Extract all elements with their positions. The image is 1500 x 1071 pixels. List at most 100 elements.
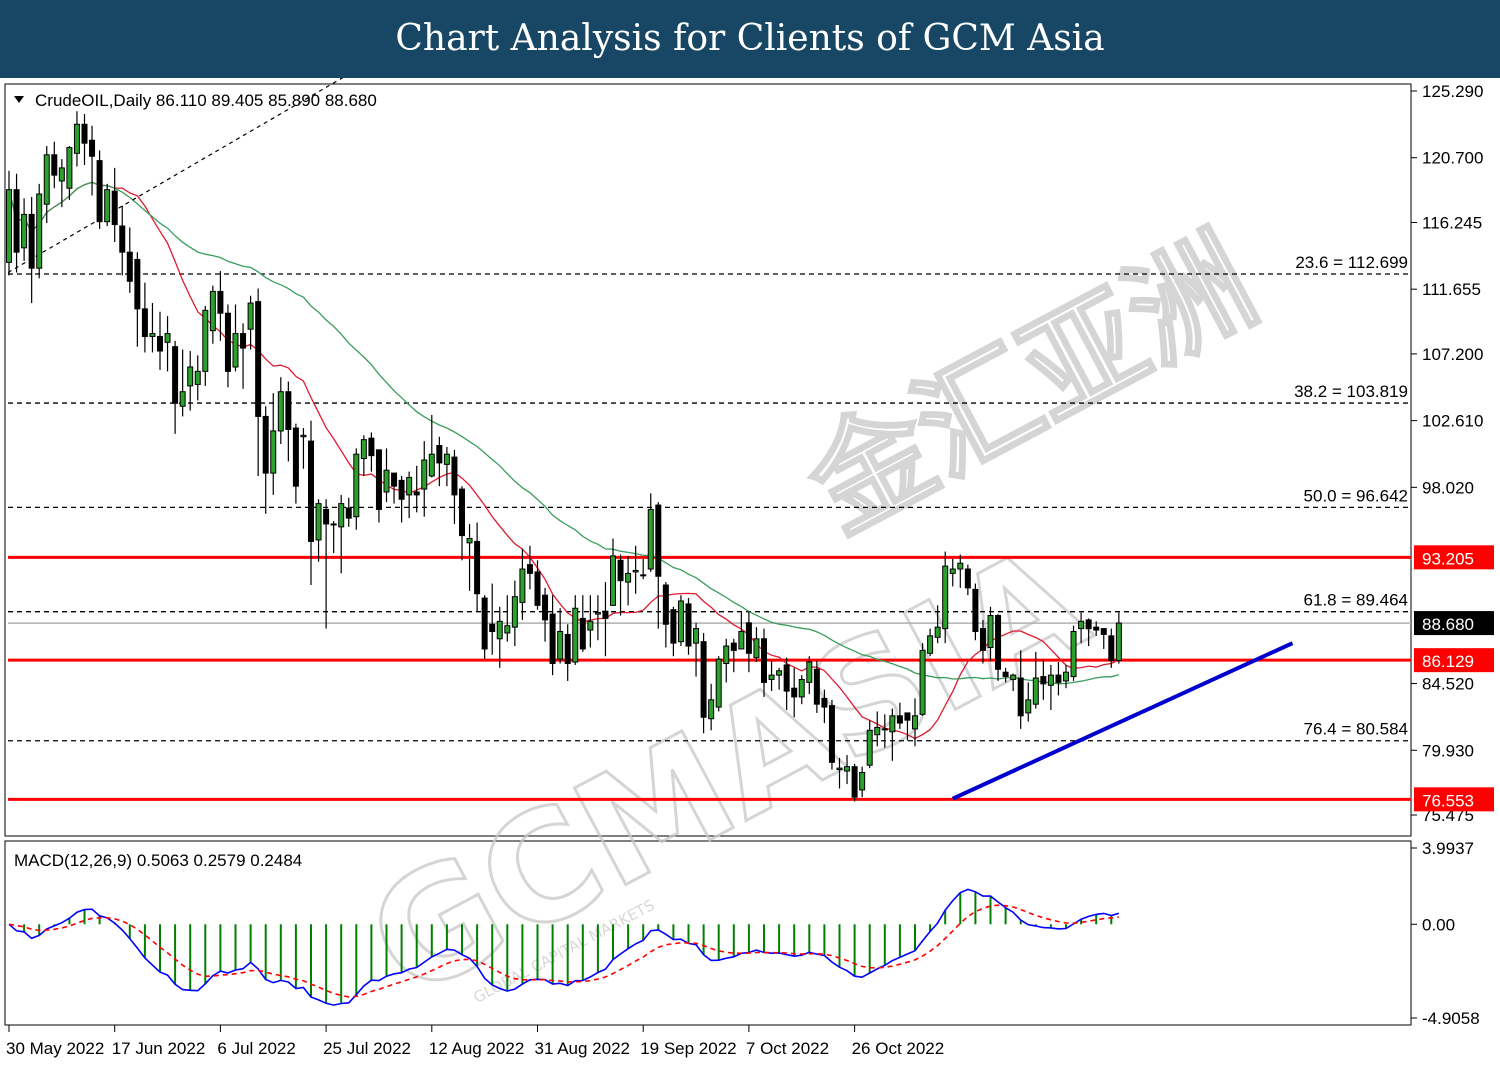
price-chart: GCMASIA 金汇亚洲 GLOBAL CAPITAL MARKETS 23.6… — [4, 78, 1494, 1058]
fib-label: 61.8 = 89.464 — [1304, 591, 1408, 610]
candle-bear — [602, 610, 609, 619]
macd-panel — [4, 840, 1412, 1026]
candle-bear — [134, 258, 141, 310]
candle-bull — [693, 628, 700, 644]
candle-bull — [104, 189, 111, 223]
candle-bull — [927, 635, 934, 654]
candle-bear — [308, 440, 314, 542]
candle-bear — [375, 449, 382, 510]
candle-bull — [942, 565, 949, 630]
time-tick-label: 12 Aug 2022 — [429, 1039, 524, 1058]
candle-bear — [979, 628, 986, 651]
candle-bear — [745, 622, 752, 654]
candle-bull — [232, 333, 239, 368]
candle-bull — [1115, 622, 1122, 661]
candle-bear — [391, 472, 398, 487]
candle-bull — [625, 572, 632, 583]
fib-label: 50.0 = 96.642 — [1304, 486, 1408, 505]
candle-bull — [21, 213, 28, 249]
candle-bear — [579, 617, 586, 650]
candle-bull — [1078, 620, 1085, 630]
candle-bull — [776, 670, 783, 676]
candle-bull — [715, 658, 722, 708]
candle-bull — [300, 434, 307, 438]
candle-bear — [240, 333, 247, 349]
level-price-tag: 86.129 — [1422, 652, 1474, 671]
support-resistance-levels — [8, 555, 1411, 801]
candle-bear — [730, 642, 737, 651]
price-tick-label: 125.290 — [1422, 82, 1483, 101]
candle-bull — [881, 728, 888, 731]
candle-bull — [360, 439, 367, 460]
price-tick-label: 107.200 — [1422, 345, 1483, 364]
time-tick-label: 30 May 2022 — [6, 1039, 104, 1058]
time-tick-label: 7 Oct 2022 — [746, 1039, 829, 1058]
candle-bull — [949, 568, 956, 574]
candle-bull — [209, 290, 216, 332]
candle-bull — [315, 503, 322, 541]
candle-bull — [866, 729, 873, 766]
candle-bull — [338, 503, 345, 528]
candle-bear — [345, 507, 352, 519]
candle-bear — [972, 588, 979, 633]
macd-indicator: 3.9937 0.00 -4.9058 — [8, 839, 1480, 1028]
candle-bear — [542, 594, 549, 621]
candle-bull — [36, 193, 43, 269]
time-axis: 30 May 2022 17 Jun 2022 6 Jul 2022 25 Jul 2… — [6, 1025, 944, 1058]
candle-bull — [768, 674, 775, 680]
dropdown-triangle-icon[interactable] — [14, 96, 24, 103]
candle-bear — [791, 687, 798, 698]
candle-bear — [761, 638, 767, 683]
candle-bull — [496, 620, 503, 640]
candle-bull — [194, 370, 201, 385]
macd-tick-label: 0.00 — [1422, 915, 1455, 934]
candle-bull — [889, 715, 896, 733]
candle-bear — [111, 190, 118, 226]
fibonacci-levels: 23.6 = 112.699 38.2 = 103.819 50.0 = 96.64… — [8, 253, 1411, 742]
price-tick-label: 84.520 — [1422, 675, 1474, 694]
candle-bull — [640, 574, 647, 577]
blue-trendline — [951, 641, 1294, 801]
candle-bull — [330, 523, 337, 526]
price-axis: 125.290 120.700 116.245 111.655 107.200 102.6… — [1411, 82, 1494, 825]
candle-bull — [957, 562, 964, 570]
candle-bull — [466, 537, 473, 544]
candle-bear — [323, 508, 330, 525]
candle-bear — [828, 705, 835, 763]
candle-bear — [896, 715, 903, 724]
candle-bear — [662, 584, 669, 625]
candle-bear — [51, 154, 58, 176]
candle-bear — [459, 488, 465, 537]
candle-bull — [353, 453, 360, 518]
candle-bear — [526, 564, 533, 574]
candle-bull — [1047, 674, 1054, 686]
time-tick-label: 6 Jul 2022 — [217, 1039, 295, 1058]
candle-bull — [798, 678, 805, 698]
level-price-tag-box — [1414, 648, 1494, 673]
candle-bull — [708, 699, 715, 720]
ma-fast-line — [8, 181, 1120, 740]
candle-bear — [141, 308, 148, 337]
fib-label: 23.6 = 112.699 — [1295, 253, 1408, 272]
candle-bear — [398, 479, 405, 500]
ma-slow-line — [8, 181, 1119, 685]
page-title: Chart Analysis for Clients of GCM Asia — [395, 18, 1105, 59]
candle-bull — [1025, 699, 1032, 714]
candle-bear — [126, 251, 133, 282]
time-tick-label: 17 Jun 2022 — [112, 1039, 206, 1058]
candle-bear — [96, 160, 103, 223]
candle-bull — [406, 476, 413, 496]
candle-bull — [806, 661, 813, 683]
candle-bull — [587, 620, 594, 631]
candle-bear — [262, 415, 269, 474]
macd-main-line — [8, 888, 1120, 1006]
candle-bear — [670, 609, 677, 644]
candle-bear — [224, 312, 231, 372]
time-tick-label: 31 Aug 2022 — [535, 1039, 630, 1058]
dashed-trendline — [7, 78, 344, 274]
candle-bull — [511, 596, 518, 628]
candle-bull — [753, 638, 760, 659]
candle-bear — [564, 633, 571, 664]
candle-bear — [119, 225, 126, 253]
price-tick-label: 120.700 — [1422, 149, 1483, 168]
